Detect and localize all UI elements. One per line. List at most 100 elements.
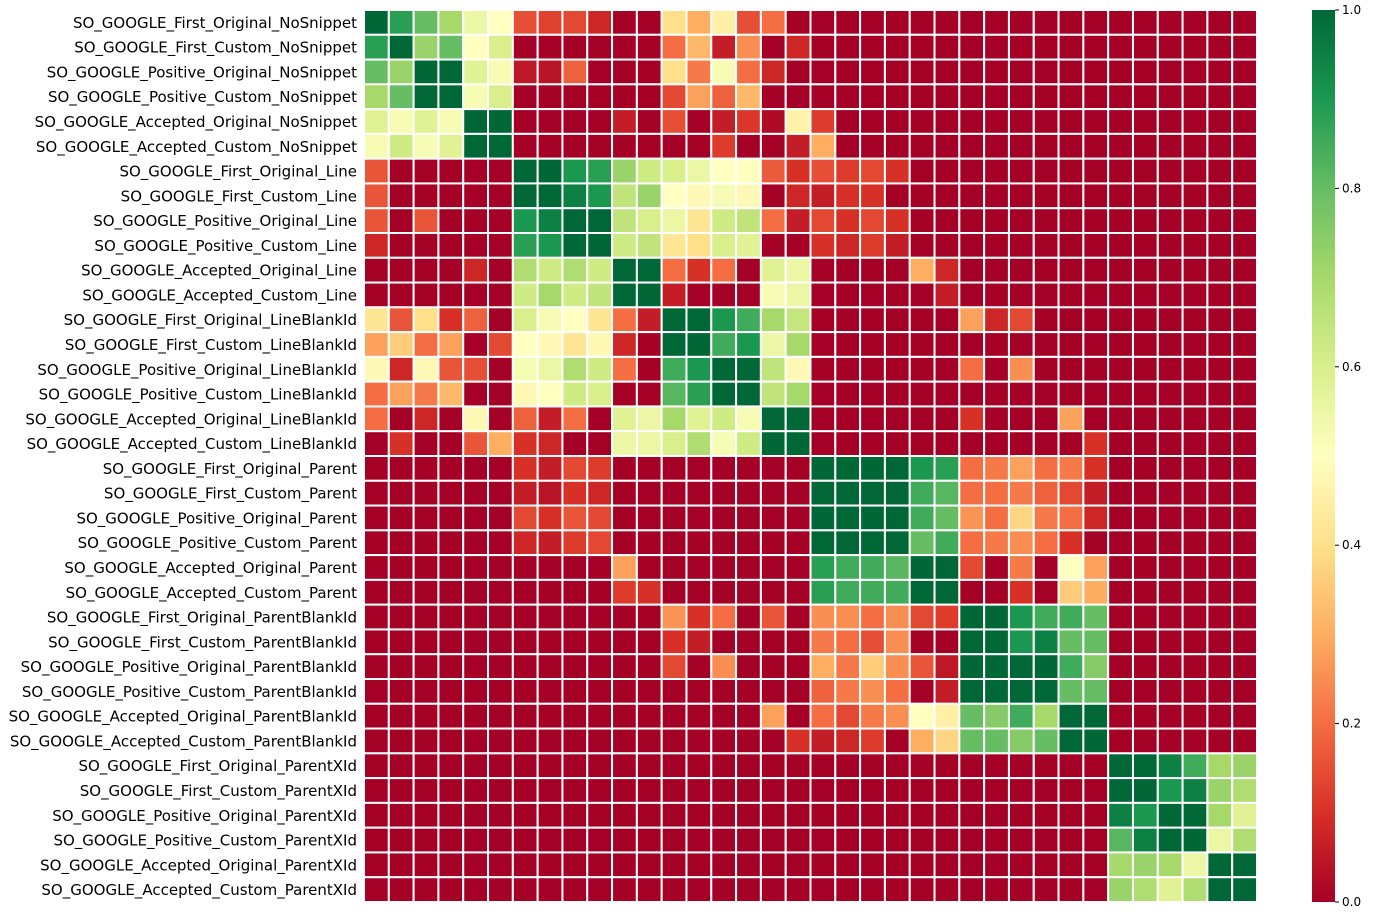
heatmap-cell — [462, 727, 490, 755]
heatmap-cell — [536, 876, 564, 903]
heatmap-cell — [1181, 232, 1209, 259]
heatmap-cell — [735, 851, 762, 879]
heatmap-cell — [660, 529, 688, 557]
heatmap-cell — [1156, 380, 1184, 408]
heatmap-cell — [586, 132, 614, 160]
heatmap-cell — [735, 207, 762, 235]
heatmap-cell — [437, 777, 465, 804]
heatmap-cell — [586, 58, 614, 86]
heatmap-cell — [586, 331, 614, 358]
heatmap-cell — [660, 281, 688, 309]
heatmap-cell — [611, 132, 638, 160]
heatmap-cell — [1206, 33, 1234, 61]
heatmap-cell — [1206, 157, 1234, 185]
heatmap-cell — [412, 306, 440, 334]
heatmap-cell — [1057, 182, 1085, 210]
heatmap-cell — [1107, 653, 1134, 680]
heatmap-cell — [660, 777, 688, 804]
heatmap-cell — [1156, 727, 1184, 755]
heatmap-cell — [611, 33, 638, 61]
heatmap-cell — [387, 777, 415, 804]
heatmap-cell — [586, 207, 614, 235]
heatmap-cell — [735, 603, 762, 631]
heatmap-cell — [908, 256, 936, 284]
heatmap-cell — [983, 355, 1010, 383]
heatmap-cell — [883, 801, 911, 829]
heatmap-cell — [809, 826, 837, 854]
heatmap-cell — [710, 58, 738, 86]
heatmap-cell — [958, 108, 986, 135]
heatmap-cell — [834, 380, 862, 408]
heatmap-cell — [784, 182, 812, 210]
heatmap-cell — [1206, 430, 1234, 458]
heatmap-cell — [387, 132, 415, 160]
heatmap-cell — [536, 405, 564, 433]
heatmap-cell — [511, 132, 539, 160]
heatmap-cell — [511, 355, 539, 383]
heatmap-cell — [1007, 33, 1035, 61]
heatmap-cell — [660, 826, 688, 854]
row-label: SO_GOOGLE_First_Original_ParentBlankId — [47, 609, 357, 628]
heatmap-cell — [1206, 876, 1234, 903]
heatmap-cell — [983, 331, 1010, 358]
heatmap-cell — [635, 281, 663, 309]
heatmap-cell — [1082, 157, 1110, 185]
row-label: SO_GOOGLE_First_Original_ParentXId — [78, 757, 357, 776]
heatmap-cell — [511, 876, 539, 903]
heatmap-cell — [933, 628, 961, 656]
heatmap-cell — [1181, 801, 1209, 829]
heatmap-cell — [1231, 430, 1258, 458]
heatmap-cell — [561, 256, 589, 284]
heatmap-cell — [487, 232, 514, 259]
heatmap-cell — [933, 752, 961, 780]
heatmap-cell — [958, 504, 986, 532]
heatmap-cell — [859, 529, 886, 557]
heatmap-cell — [412, 157, 440, 185]
heatmap-cell — [784, 578, 812, 606]
heatmap-cell — [1156, 653, 1184, 680]
heatmap-cell — [710, 380, 738, 408]
heatmap-cell — [561, 331, 589, 358]
heatmap-cell — [536, 232, 564, 259]
heatmap-cell — [437, 405, 465, 433]
heatmap-cell — [363, 430, 390, 458]
heatmap-cell — [710, 578, 738, 606]
heatmap-cell — [363, 58, 390, 86]
heatmap-cell — [561, 826, 589, 854]
heatmap-cell — [660, 132, 688, 160]
heatmap-cell — [1181, 504, 1209, 532]
heatmap-cell — [561, 355, 589, 383]
heatmap-cell — [511, 603, 539, 631]
heatmap-cell — [536, 331, 564, 358]
heatmap-cell — [710, 603, 738, 631]
heatmap-cell — [1156, 33, 1184, 61]
heatmap-cell — [809, 430, 837, 458]
heatmap-cell — [1131, 405, 1159, 433]
heatmap-cell — [1206, 207, 1234, 235]
heatmap-cell — [611, 405, 638, 433]
heatmap-cell — [437, 727, 465, 755]
heatmap-cell — [834, 826, 862, 854]
heatmap-cell — [983, 132, 1010, 160]
heatmap-cell — [710, 331, 738, 358]
heatmap-cell — [412, 9, 440, 36]
row-label: SO_GOOGLE_Accepted_Custom_NoSnippet — [36, 138, 357, 157]
heatmap-cell — [735, 554, 762, 581]
heatmap-cell — [1107, 801, 1134, 829]
heatmap-cell — [834, 83, 862, 111]
heatmap-cell — [462, 603, 490, 631]
heatmap-cell — [685, 554, 713, 581]
heatmap-cell — [363, 851, 390, 879]
heatmap-cell — [511, 33, 539, 61]
heatmap-cell — [511, 157, 539, 185]
heatmap-cell — [1206, 727, 1234, 755]
heatmap-cell — [462, 256, 490, 284]
heatmap-cell — [983, 380, 1010, 408]
heatmap-cell — [685, 58, 713, 86]
heatmap-cell — [908, 851, 936, 879]
heatmap-cell — [759, 801, 787, 829]
heatmap-cell — [759, 455, 787, 482]
heatmap-cell — [933, 380, 961, 408]
heatmap-cell — [809, 653, 837, 680]
heatmap-cell — [536, 702, 564, 730]
